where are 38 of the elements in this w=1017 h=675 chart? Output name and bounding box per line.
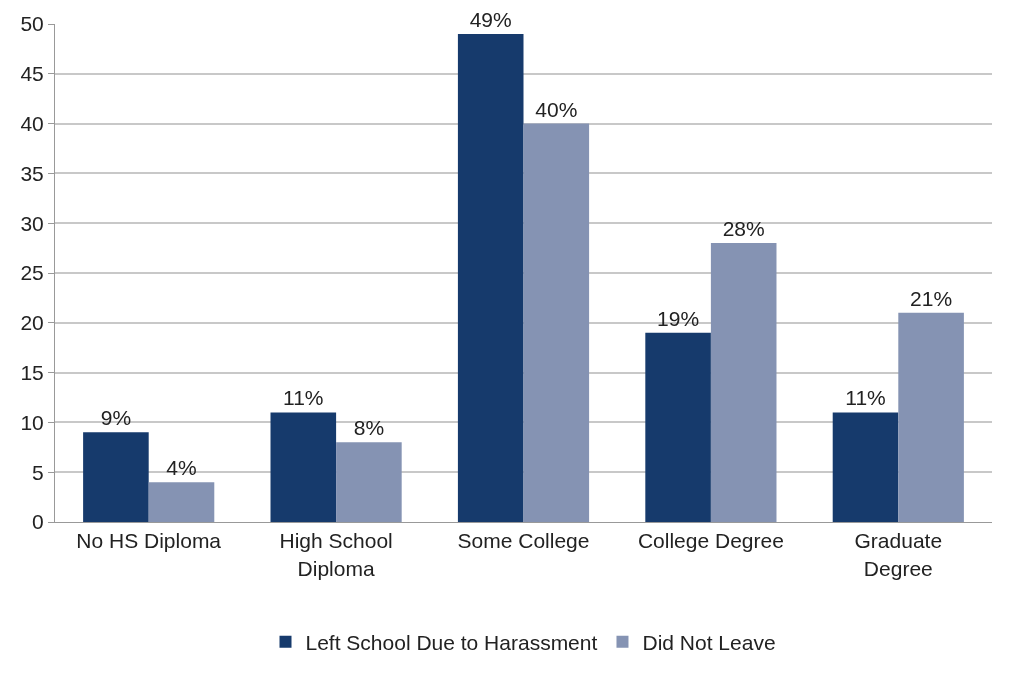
data-label: 11% bbox=[283, 386, 324, 410]
data-label: 28% bbox=[722, 217, 765, 241]
x-tick-label: Graduate Degree bbox=[854, 529, 943, 580]
y-tick-label: 45 bbox=[20, 62, 44, 86]
data-label: 4% bbox=[166, 456, 197, 480]
bar bbox=[710, 243, 777, 522]
y-tick-label: 30 bbox=[20, 211, 44, 235]
y-tick-label: 0 bbox=[32, 510, 44, 534]
y-tick-label: 10 bbox=[20, 410, 44, 434]
bar bbox=[148, 482, 215, 522]
x-tick-label: High School Diploma bbox=[279, 529, 393, 580]
data-label: 8% bbox=[353, 416, 385, 440]
y-tick-label: 50 bbox=[20, 12, 44, 36]
data-label: 9% bbox=[100, 406, 132, 430]
bar bbox=[457, 33, 524, 522]
data-label: 40% bbox=[535, 97, 578, 121]
data-label: 11% bbox=[845, 386, 886, 410]
x-tick-label: College Degree bbox=[637, 529, 784, 553]
data-label: 49% bbox=[469, 7, 512, 31]
data-label: 21% bbox=[910, 286, 953, 310]
y-tick-label: 40 bbox=[20, 111, 44, 135]
bar bbox=[523, 123, 590, 522]
y-tick-label: 20 bbox=[20, 311, 44, 335]
legend-label: Did Not Leave bbox=[642, 630, 776, 654]
bar bbox=[270, 412, 337, 522]
x-tick-label: Some College bbox=[457, 529, 590, 553]
bar bbox=[336, 442, 402, 522]
legend-label: Left School Due to Harassment bbox=[305, 630, 598, 654]
x-tick-label: No HS Diploma bbox=[76, 529, 222, 553]
bar bbox=[898, 312, 964, 522]
bar bbox=[832, 412, 899, 522]
bar bbox=[83, 432, 149, 522]
y-tick-label: 25 bbox=[20, 261, 44, 285]
y-tick-label: 5 bbox=[32, 460, 44, 484]
y-tick-label: 15 bbox=[20, 360, 44, 384]
bar bbox=[645, 332, 711, 522]
data-label: 19% bbox=[657, 306, 700, 330]
y-tick-label: 35 bbox=[20, 161, 44, 185]
